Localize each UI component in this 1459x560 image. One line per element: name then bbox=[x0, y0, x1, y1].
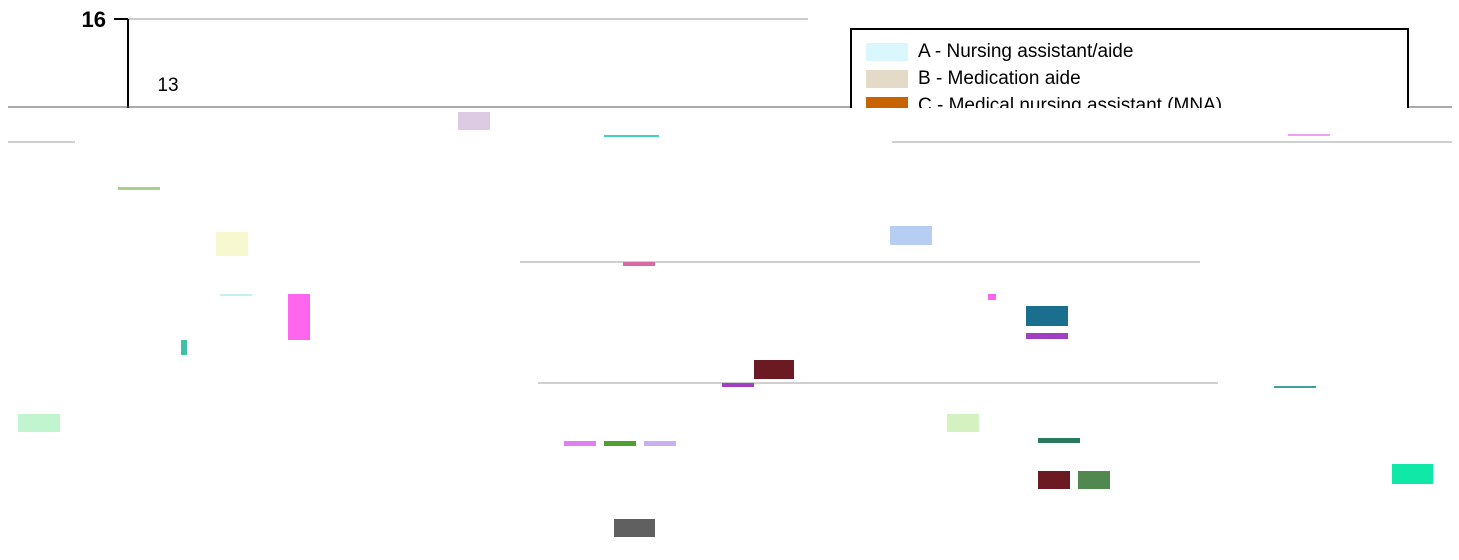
bar-fragment-19 bbox=[1392, 464, 1433, 484]
legend-label-c: C - Medical nursing assistant (MNA) bbox=[918, 95, 1223, 108]
bar-fragment-13 bbox=[18, 414, 60, 432]
bar-fragment-23 bbox=[604, 135, 659, 137]
bar-fragment-22 bbox=[614, 519, 655, 537]
bar-fragment-3 bbox=[216, 232, 248, 256]
legend-label-a: A - Nursing assistant/aide bbox=[918, 41, 1134, 62]
bar-fragment-12 bbox=[722, 383, 754, 387]
legend-item-b: B - Medication aide bbox=[866, 67, 1081, 91]
bar-fragment-4 bbox=[890, 226, 932, 245]
legend-swatch-a bbox=[866, 43, 908, 61]
legend-item-a: A - Nursing assistant/aide bbox=[866, 40, 1133, 64]
bar-fragment-7 bbox=[988, 294, 996, 300]
bar-fragment-6 bbox=[288, 294, 310, 340]
data-label-13: 13 bbox=[157, 75, 178, 96]
bar-fragment-18 bbox=[644, 441, 676, 446]
bar-fragment-5 bbox=[623, 262, 655, 266]
bar-fragment-26 bbox=[220, 294, 252, 296]
legend-swatch-b bbox=[866, 70, 908, 88]
legend-item-c: C - Medical nursing assistant (MNA) bbox=[866, 94, 1222, 108]
bar-fragment-14 bbox=[947, 414, 979, 432]
y-tick-label-16: 16 bbox=[82, 7, 106, 32]
bar-fragment-11 bbox=[754, 360, 794, 379]
bar-fragment-8 bbox=[1026, 306, 1068, 326]
bar-fragment-16 bbox=[564, 441, 596, 446]
bar-fragment-20 bbox=[1038, 471, 1070, 489]
bar-fragment-15 bbox=[1038, 438, 1080, 443]
bar-fragment-9 bbox=[1026, 333, 1068, 339]
bar-fragment-25 bbox=[1274, 386, 1316, 388]
bar-fragment-24 bbox=[1288, 134, 1330, 136]
bar-fragment-21 bbox=[1078, 471, 1110, 489]
bar-fragment-1 bbox=[458, 112, 490, 130]
legend-swatch-c bbox=[866, 97, 908, 108]
bar-fragment-10 bbox=[181, 340, 187, 355]
legend-label-b: B - Medication aide bbox=[918, 68, 1081, 89]
bar-fragment-17 bbox=[604, 441, 636, 446]
legend: A - Nursing assistant/aide B - Medicatio… bbox=[850, 28, 1409, 108]
bar-fragment-2 bbox=[118, 187, 160, 190]
